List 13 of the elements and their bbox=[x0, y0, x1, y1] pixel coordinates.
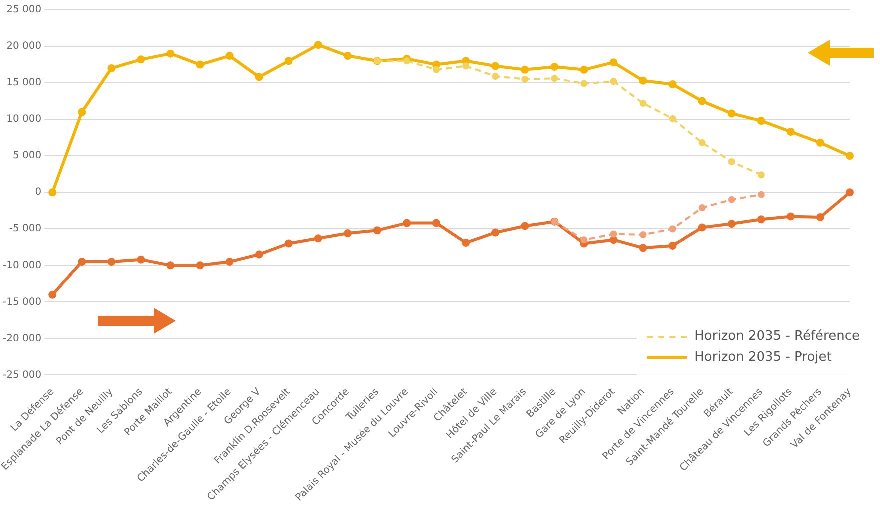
y-tick-label: -20 000 bbox=[2, 333, 42, 344]
legend-label: Horizon 2035 - Projet bbox=[694, 350, 832, 365]
y-tick-label: -5 000 bbox=[9, 224, 42, 235]
y-tick-label: 10 000 bbox=[6, 114, 42, 126]
y-tick-label: 25 000 bbox=[6, 4, 42, 16]
y-tick-label: 20 000 bbox=[6, 41, 42, 52]
y-tick-label: 15 000 bbox=[6, 78, 42, 89]
legend-label: Horizon 2035 - Référence bbox=[694, 329, 860, 344]
y-tick-label: 0 bbox=[35, 187, 42, 198]
y-tick-label: 5 000 bbox=[12, 150, 42, 162]
y-tick-label: -25 000 bbox=[2, 370, 42, 381]
y-tick-label: -15 000 bbox=[2, 296, 42, 308]
y-tick-label: -10 000 bbox=[2, 260, 42, 272]
